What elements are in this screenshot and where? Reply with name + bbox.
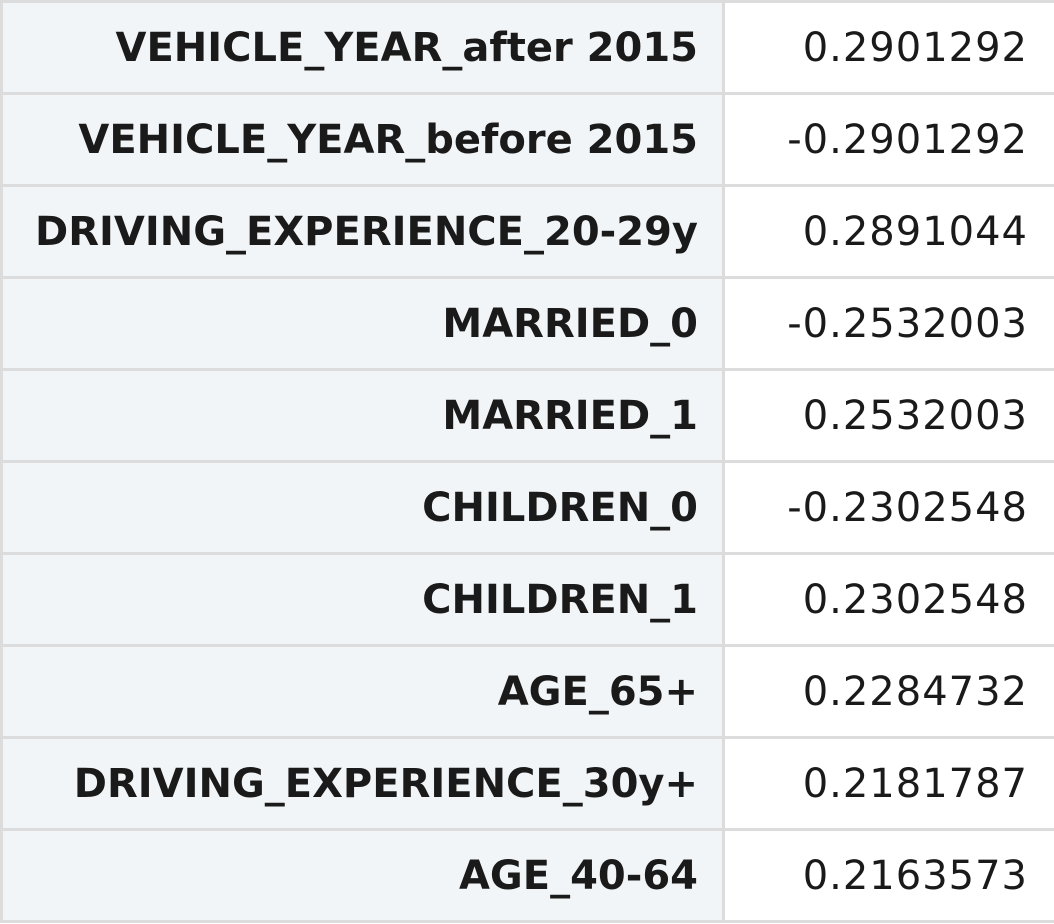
- table-row: CHILDREN_0 -0.2302548: [0, 460, 1054, 555]
- correlation-value: -0.2901292: [722, 92, 1054, 187]
- correlation-value: 0.2181787: [722, 736, 1054, 831]
- feature-label: MARRIED_0: [0, 276, 725, 371]
- feature-label: DRIVING_EXPERIENCE_30y+: [0, 736, 725, 831]
- feature-label: VEHICLE_YEAR_after 2015: [0, 0, 725, 95]
- feature-label: AGE_65+: [0, 644, 725, 739]
- feature-label: CHILDREN_1: [0, 552, 725, 647]
- correlation-value: 0.2891044: [722, 184, 1054, 279]
- correlation-value: 0.2302548: [722, 552, 1054, 647]
- feature-label: AGE_40-64: [0, 828, 725, 923]
- correlation-value: 0.2284732: [722, 644, 1054, 739]
- table-row: MARRIED_1 0.2532003: [0, 368, 1054, 463]
- feature-label: VEHICLE_YEAR_before 2015: [0, 92, 725, 187]
- feature-label: CHILDREN_0: [0, 460, 725, 555]
- table-row: DRIVING_EXPERIENCE_20-29y 0.2891044: [0, 184, 1054, 279]
- table-row: AGE_65+ 0.2284732: [0, 644, 1054, 739]
- correlation-value: -0.2532003: [722, 276, 1054, 371]
- table-row: MARRIED_0 -0.2532003: [0, 276, 1054, 371]
- correlation-value: 0.2901292: [722, 0, 1054, 95]
- feature-label: DRIVING_EXPERIENCE_20-29y: [0, 184, 725, 279]
- correlation-value: -0.2302548: [722, 460, 1054, 555]
- table-row: VEHICLE_YEAR_before 2015 -0.2901292: [0, 92, 1054, 187]
- correlation-value: 0.2163573: [722, 828, 1054, 923]
- table-row: CHILDREN_1 0.2302548: [0, 552, 1054, 647]
- table-row: AGE_40-64 0.2163573: [0, 828, 1054, 923]
- feature-label: MARRIED_1: [0, 368, 725, 463]
- table-row: VEHICLE_YEAR_after 2015 0.2901292: [0, 0, 1054, 95]
- table-row: DRIVING_EXPERIENCE_30y+ 0.2181787: [0, 736, 1054, 831]
- correlation-value: 0.2532003: [722, 368, 1054, 463]
